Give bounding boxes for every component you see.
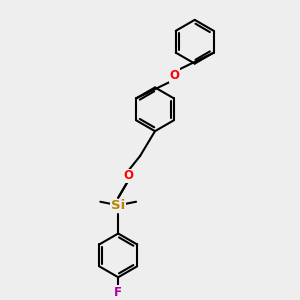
- Text: F: F: [114, 286, 122, 299]
- Text: Si: Si: [111, 199, 125, 212]
- Text: O: O: [123, 169, 133, 182]
- Text: O: O: [170, 69, 180, 82]
